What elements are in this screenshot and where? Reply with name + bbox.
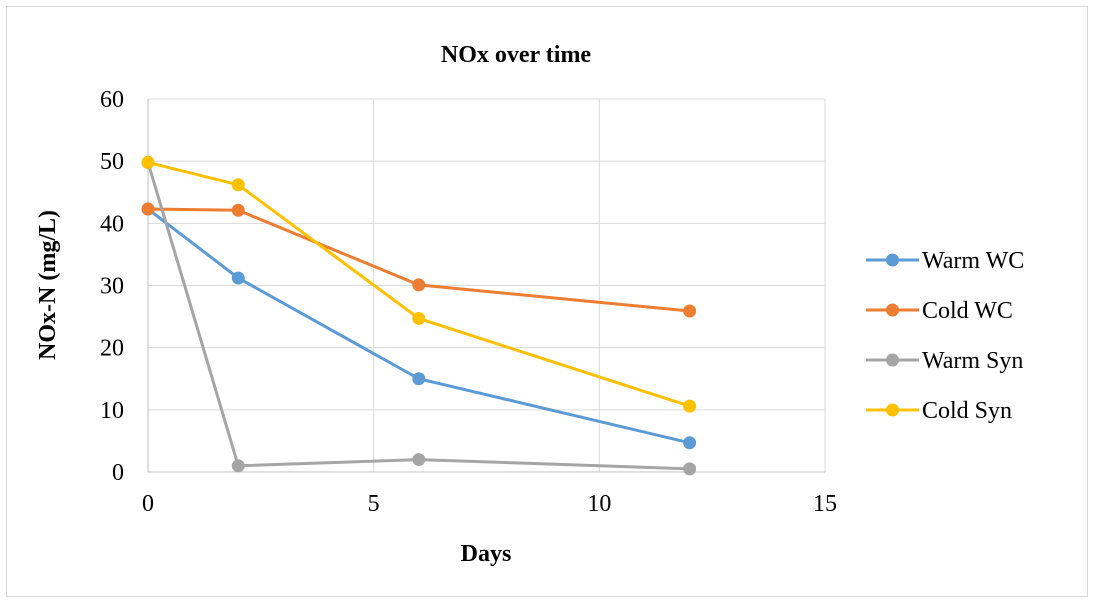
legend-item: Warm Syn (866, 348, 1023, 374)
data-point (231, 203, 245, 217)
series-line (147, 207, 690, 313)
x-tick-label: 5 (368, 491, 380, 517)
y-tick-label: 60 (100, 87, 124, 113)
y-tick-label: 20 (100, 336, 124, 362)
legend-marker (886, 253, 899, 267)
y-axis-title: NOx-N (mg/L) (35, 210, 61, 360)
legend-item: Cold Syn (866, 398, 1012, 424)
data-point (412, 453, 426, 467)
series-line (147, 207, 690, 445)
x-axis-title: Days (461, 541, 512, 567)
legend-marker (886, 353, 899, 367)
y-tick-label: 0 (112, 460, 124, 486)
series-cold-syn (141, 155, 697, 413)
chart-title: NOx over time (441, 42, 592, 68)
data-point (412, 311, 426, 325)
data-point (683, 399, 697, 413)
x-tick-label: 15 (813, 491, 837, 517)
legend-item: Warm WC (866, 248, 1024, 274)
data-point (141, 202, 155, 216)
gridlines (148, 98, 826, 472)
series-warm-wc (141, 202, 697, 450)
series-cold-wc (141, 202, 697, 318)
data-point (141, 155, 155, 169)
data-series (141, 155, 697, 476)
legend-label: Cold WC (922, 298, 1013, 324)
legend-label: Warm WC (922, 248, 1024, 274)
y-axis-ticks: 0 10 20 30 40 50 60 (100, 87, 124, 486)
y-tick-label: 50 (100, 149, 124, 175)
series-line (146, 161, 690, 471)
legend-label: Cold Syn (922, 398, 1012, 424)
data-point (231, 459, 245, 473)
legend-marker (886, 303, 899, 317)
legend-label: Warm Syn (922, 348, 1023, 374)
data-point (412, 372, 426, 386)
x-axis-ticks: 0 5 10 15 (142, 491, 837, 517)
y-tick-label: 30 (100, 274, 124, 300)
data-point (231, 178, 245, 192)
chart-area: NOx over time 0 10 20 30 40 50 60 0 5 10 15 Days … (6, 6, 1088, 597)
series-line (147, 160, 691, 408)
data-point (683, 304, 697, 318)
x-tick-label: 0 (142, 491, 154, 517)
data-point (683, 436, 697, 450)
x-tick-label: 10 (587, 491, 611, 517)
y-tick-label: 40 (100, 211, 124, 237)
legend: Warm WC Cold WC Warm Syn Cold Syn (866, 248, 1024, 424)
data-point (683, 462, 697, 476)
data-point (231, 271, 245, 285)
data-point (412, 278, 426, 292)
legend-item: Cold WC (866, 298, 1013, 324)
y-tick-label: 10 (100, 398, 124, 424)
legend-marker (886, 403, 899, 417)
